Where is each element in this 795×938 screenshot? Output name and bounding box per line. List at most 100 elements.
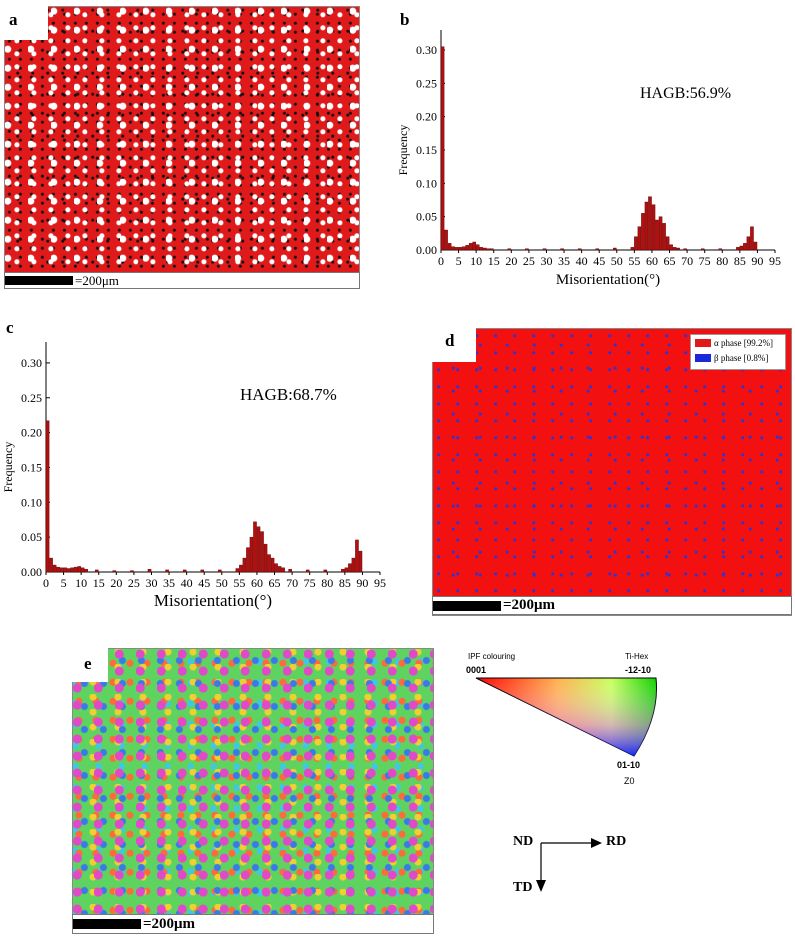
chart-b-xtick-label: 40	[576, 254, 588, 268]
chart-c-bar	[242, 557, 247, 573]
chart-b-hagb-annotation: HAGB:56.9%	[640, 85, 731, 102]
chart-b-bar	[525, 248, 529, 251]
chart-c-xtick-label: 55	[233, 576, 245, 590]
chart-b-bar	[753, 241, 758, 251]
scale-bar-a: =200μm	[4, 272, 360, 289]
chart-c-bar	[235, 568, 240, 573]
chart-b-bar	[676, 247, 680, 251]
chart-c-xtick-label: 95	[374, 576, 386, 590]
chart-c-xtick-label: 15	[93, 576, 105, 590]
chart-c-bar	[45, 420, 50, 573]
chart-c-bar	[70, 567, 74, 573]
chart-b-xtick-label: 35	[558, 254, 570, 268]
chart-c-ytick-label: 0.15	[21, 460, 42, 474]
phase-map-d	[432, 328, 792, 616]
chart-c-ytick-label: 0.25	[21, 391, 42, 405]
chart-c-ytick-label: 0.30	[21, 356, 42, 370]
chart-c-bar	[147, 569, 152, 573]
chart-b-ytick-label: 0.15	[416, 143, 437, 157]
chart-c-xtick-label: 90	[356, 576, 368, 590]
scale-bar-e-label: =200μm	[143, 915, 196, 932]
chart-b-bar	[542, 248, 547, 251]
chart-c-xtick-label: 85	[339, 576, 351, 590]
chart-b-bar	[490, 248, 494, 251]
chart-b-bar	[736, 247, 740, 251]
chart-c-bar	[130, 570, 134, 573]
chart-b-xtick-label: 50	[611, 254, 623, 268]
chart-c-bar	[263, 543, 268, 573]
chart-b-xtick-label: 55	[628, 254, 640, 268]
chart-c-bar	[56, 566, 60, 573]
chart-b-bar	[651, 204, 656, 251]
chart-c-xtick-label: 45	[198, 576, 210, 590]
chart-c-xtick-label: 20	[110, 576, 122, 590]
chart-c-bar	[355, 539, 359, 573]
chart-b-bar	[560, 248, 564, 251]
chart-c-xtick-label: 5	[61, 576, 67, 590]
chart-c-bar	[253, 521, 257, 573]
chart-b-bar	[683, 248, 687, 251]
scale-bar-d: =200μm	[432, 596, 792, 615]
chart-c-bar	[77, 566, 81, 573]
chart-b-ytick-label: 0.10	[416, 176, 437, 190]
chart-c-bar	[165, 569, 169, 573]
chart-c-bar	[305, 569, 310, 573]
rd-arrowhead	[591, 838, 602, 848]
chart-c-bar	[288, 569, 292, 573]
chart-b-bar	[447, 243, 452, 251]
chart-b-xtick-label: 10	[470, 254, 482, 268]
chart-b-bar	[465, 245, 469, 251]
ipf-corner-left: 0001	[466, 665, 487, 675]
legend-beta-phase: β phase [0.8%]	[691, 350, 785, 365]
chart-b-xtick-label: 70	[681, 254, 693, 268]
chart-c-xtick-label: 80	[321, 576, 333, 590]
chart-c-xtick-label: 35	[163, 576, 175, 590]
panel-a-letter: a	[9, 10, 18, 29]
chart-b-bar	[743, 243, 747, 251]
axis-nd-label: ND	[513, 834, 534, 849]
chart-c-xtick-label: 60	[251, 576, 263, 590]
chart-c-xtick-label: 50	[216, 576, 228, 590]
chart-c-xtick-label: 75	[304, 576, 316, 590]
chart-b-bar	[750, 226, 754, 251]
chart-c-bar	[270, 557, 275, 573]
chart-b-bar	[630, 247, 635, 251]
chart-c-bar	[281, 567, 285, 573]
chart-c-bar	[49, 557, 53, 573]
chart-b-ytick-label: 0.00	[416, 243, 437, 257]
beta-phase-label: β phase [0.8%]	[714, 352, 769, 363]
chart-c-bar	[246, 547, 250, 573]
chart-c-x-axis-label: Misorientation(°)	[154, 591, 272, 610]
chart-b-bar	[644, 201, 649, 251]
chart-b-ytick-label: 0.30	[416, 43, 437, 57]
chart-b-xtick-label: 30	[540, 254, 552, 268]
ipf-map-e	[72, 648, 434, 934]
chart-c-bar	[59, 567, 64, 573]
chart-b-bar	[655, 219, 659, 251]
misorientation-chart-b: 0.00 0.05 0.10 0.15 0.20 0.25 0.30 0 5 10 15 20 25 30…	[396, 30, 781, 288]
chart-b-bar	[658, 216, 663, 251]
chart-b-ytick-label: 0.05	[416, 210, 437, 224]
panel-d-label-box	[432, 328, 476, 362]
chart-b-bar	[746, 236, 751, 251]
ipf-corner-bottom: 01-10	[617, 760, 641, 770]
boundary-map-a	[4, 6, 360, 274]
chart-c-hagb-annotation: HAGB:68.7%	[240, 385, 337, 404]
axis-td-label: TD	[513, 880, 533, 895]
chart-b-bar	[482, 247, 487, 251]
chart-b-bar	[472, 241, 476, 251]
ipf-color-triangle	[475, 677, 657, 757]
chart-c-bar	[351, 557, 356, 573]
chart-b-ytick-label: 0.20	[416, 110, 437, 124]
chart-b-xtick-label: 0	[438, 254, 444, 268]
chart-b-xtick-label: 85	[734, 254, 746, 268]
chart-c-bar	[95, 569, 99, 573]
chart-c-bar	[239, 564, 243, 573]
chart-c-bar	[112, 570, 117, 573]
chart-b-bar	[468, 243, 473, 251]
chart-c-bar	[256, 526, 261, 573]
chart-c-ytick-label: 0.00	[21, 565, 42, 579]
chart-b-bar	[700, 248, 705, 251]
scale-bar-a-label: =200μm	[75, 272, 119, 288]
chart-b-bar	[634, 236, 638, 251]
